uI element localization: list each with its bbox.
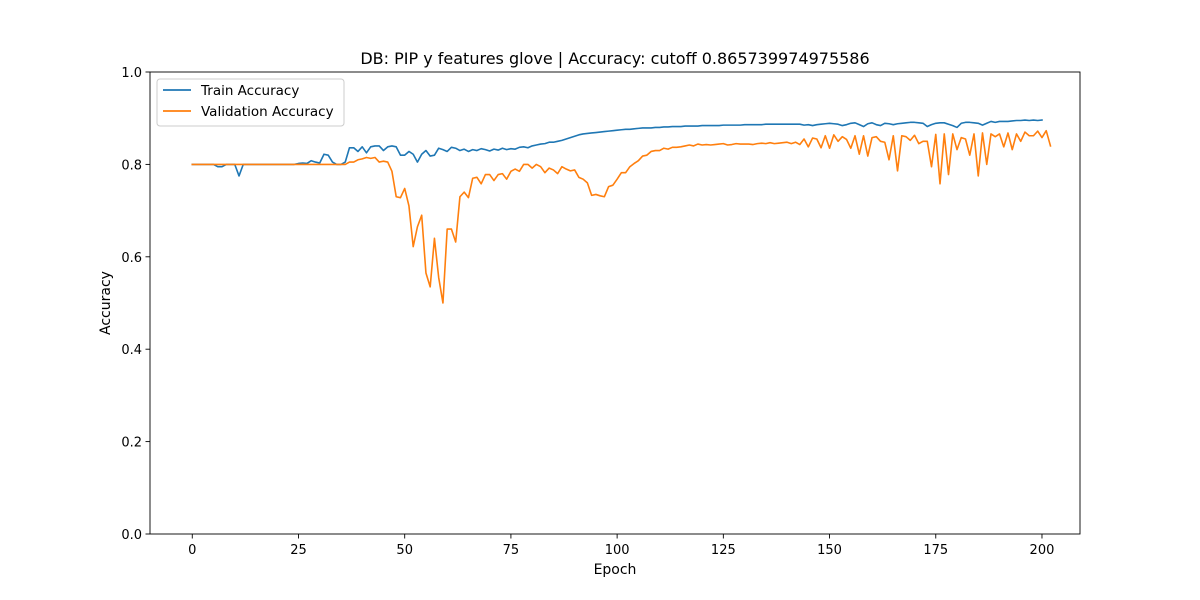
x-tick-label: 125	[711, 543, 736, 558]
x-tick-label: 25	[290, 543, 307, 558]
chart-title: DB: PIP y features glove | Accuracy: cut…	[360, 49, 869, 68]
x-tick-label: 100	[605, 543, 630, 558]
x-tick-label: 0	[188, 543, 196, 558]
legend-label-validation-accuracy: Validation Accuracy	[201, 104, 334, 120]
legend-label-train-accuracy: Train Accuracy	[200, 83, 299, 99]
x-tick-label: 50	[396, 543, 413, 558]
y-tick-label: 0.4	[121, 343, 142, 358]
y-tick-label: 0.8	[121, 158, 142, 173]
legend-box	[156, 78, 345, 127]
series-line-validation-accuracy	[191, 129, 1052, 304]
y-tick-label: 0.0	[121, 528, 142, 543]
y-tick-label: 1.0	[121, 66, 142, 81]
axes-frame	[149, 71, 1081, 535]
y-tick-label: 0.2	[121, 436, 142, 451]
y-axis-label: Accuracy	[98, 271, 114, 335]
series-line-train-accuracy	[191, 119, 1043, 177]
y-tick-label: 0.6	[121, 251, 142, 266]
plot-area: 0 25 50 75 100 125 150 175 200 0.0 0.2 0.4 0.6 0.8 1.0	[121, 66, 1081, 558]
x-axis-label: Epoch	[594, 562, 637, 578]
x-tick-label: 200	[1030, 543, 1055, 558]
x-tick-label: 150	[817, 543, 842, 558]
x-tick-label: 75	[503, 543, 520, 558]
legend: Train Accuracy Validation Accuracy	[156, 78, 345, 127]
x-tick-label: 175	[923, 543, 948, 558]
